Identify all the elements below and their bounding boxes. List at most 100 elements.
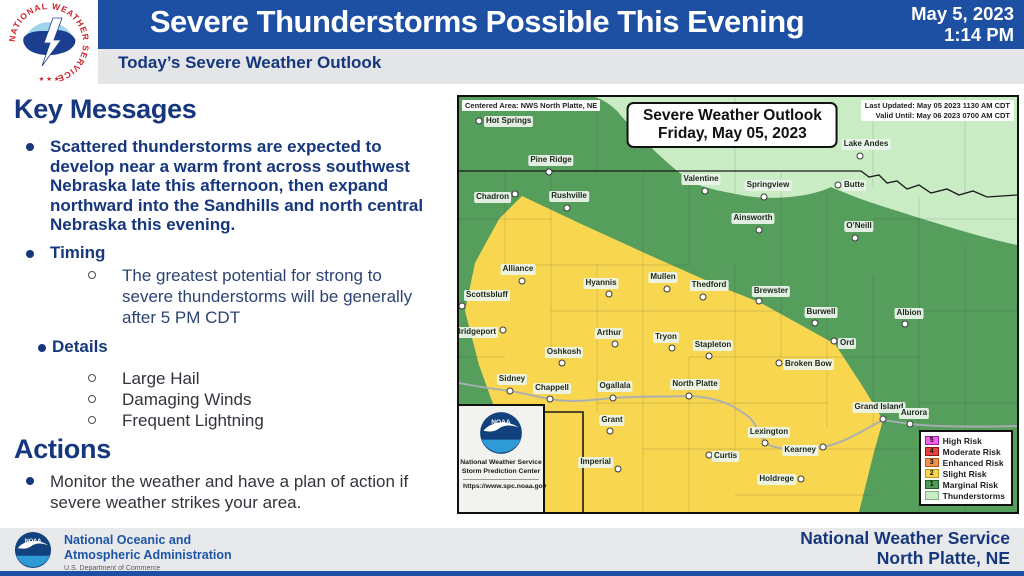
town-label: Ogallala <box>597 381 633 392</box>
town-dot <box>614 465 622 473</box>
town-dot <box>797 475 805 483</box>
legend-chip: 3 <box>924 458 939 467</box>
org-line2: Atmospheric Administration <box>64 547 232 562</box>
legend-number: 3 <box>929 459 934 466</box>
legend-number: 5 <box>929 437 934 444</box>
town-label: Ord <box>838 338 857 349</box>
legend-chip: 5 <box>924 436 939 445</box>
office-signature: National Weather Service North Platte, N… <box>800 528 1010 568</box>
town-dot <box>546 395 554 403</box>
town-dot <box>705 352 713 360</box>
legend-label: High Risk <box>942 435 982 446</box>
town-label: Lexington <box>747 427 791 438</box>
town-label: Valentine <box>681 174 721 185</box>
town-dot <box>830 337 838 345</box>
town-label: Kearney <box>782 445 818 456</box>
last-updated-text: Last Updated: May 05 2023 1130 AM CDT <box>864 101 1010 110</box>
legend-number: 4 <box>929 448 934 455</box>
map-title-line2: Friday, May 05, 2023 <box>658 125 807 142</box>
town-label: North Platte <box>670 379 720 390</box>
town-dot <box>499 326 507 334</box>
spc-url-link[interactable]: https://www.spc.noaa.gov <box>463 479 547 490</box>
town-label: Aurora <box>898 408 930 419</box>
town-label: Grand Island <box>852 402 906 413</box>
towns-layer: Hot Springs Pine Ridge Lake Andes Valentine… <box>459 97 1017 512</box>
town-dot <box>611 340 619 348</box>
legend-number: 1 <box>929 481 934 488</box>
town-label: Brewster <box>751 286 791 297</box>
spc-credit-box: NOAA National Weather Service Storm Pred… <box>459 404 547 512</box>
town-dot <box>755 226 763 234</box>
bullet-marker <box>26 477 34 485</box>
town-label: Broken Bow <box>783 359 834 370</box>
town-label: Bridgeport <box>459 327 498 338</box>
spc-org-line2: Storm Prediction Center <box>461 467 541 475</box>
timing-detail-text: The greatest potential for strong to sev… <box>122 266 413 327</box>
legend-row: 4 Moderate Risk <box>924 446 1005 457</box>
town-dot <box>851 234 859 242</box>
actions-text: Monitor the weather and have a plan of a… <box>50 472 409 512</box>
details-label: Details <box>52 337 108 356</box>
subtitle-bar: Today’s Severe Weather Outlook <box>0 49 1024 84</box>
town-label: O’Neill <box>844 221 874 232</box>
town-dot <box>879 415 887 423</box>
town-label: Chadron <box>474 192 511 203</box>
legend-row: 3 Enhanced Risk <box>924 457 1005 468</box>
town-dot <box>605 290 613 298</box>
town-label: Thedford <box>689 280 729 291</box>
subtitle-text: Today’s Severe Weather Outlook <box>118 53 382 72</box>
noaa-logo-icon: NOAA <box>14 531 52 569</box>
header-time: 1:14 PM <box>944 24 1014 45</box>
legend-chip <box>924 491 939 500</box>
detail-item: Large Hail <box>122 369 200 388</box>
spc-org-line1: National Weather Service <box>460 459 542 466</box>
header-date: May 5, 2023 <box>911 3 1014 24</box>
nws-logo: NATIONAL WEATHER SERVICE ★ ★ ★ <box>0 0 98 86</box>
town-label: Hyannis <box>583 278 619 289</box>
town-dot <box>819 443 827 451</box>
town-label: Curtis <box>712 451 740 462</box>
bullet-marker <box>26 250 34 258</box>
map-title-box: Severe Weather Outlook Friday, May 05, 2… <box>626 102 838 148</box>
legend-row: 5 High Risk <box>924 435 1005 446</box>
town-dot <box>761 439 769 447</box>
town-dot <box>668 344 676 352</box>
noaa-logo-text: NOAA <box>491 419 511 426</box>
centered-area-label: Centered Area: NWS North Platte, NE <box>462 100 601 111</box>
town-label: Butte <box>842 180 867 191</box>
legend-label: Marginal Risk <box>942 479 998 490</box>
detail-item: Damaging Winds <box>122 390 252 409</box>
bullet-marker <box>26 143 34 151</box>
town-dot <box>563 204 571 212</box>
legend-label: Moderate Risk <box>942 446 1001 457</box>
town-label: Burwell <box>804 307 838 318</box>
town-dot <box>755 297 763 305</box>
dept-line: U.S. Department of Commerce <box>64 565 161 572</box>
town-label: Lake Andes <box>841 139 891 150</box>
map-title-line1: Severe Weather Outlook <box>642 107 822 124</box>
noaa-logo-text: NOAA <box>25 538 42 544</box>
noaa-footer-logo: NOAA <box>14 531 52 574</box>
legend-number: 2 <box>929 470 934 477</box>
bullet-marker <box>38 344 46 352</box>
town-dot <box>901 320 909 328</box>
town-dot <box>511 190 519 198</box>
town-label: Pine Ridge <box>528 155 574 166</box>
interstate-80-road <box>459 382 1017 451</box>
legend-chip: 2 <box>924 469 939 478</box>
legend-row: 2 Slight Risk <box>924 468 1005 479</box>
town-label: Arthur <box>594 328 624 339</box>
legend-label: Enhanced Risk <box>942 457 1004 468</box>
noaa-org-text: National Oceanic and Atmospheric Adminis… <box>64 533 232 572</box>
timing-label: Timing <box>50 243 106 262</box>
legend-label: Thunderstorms <box>942 490 1005 501</box>
sub-bullet-marker <box>88 271 96 279</box>
valid-until-text: Valid Until: May 06 2023 0700 AM CDT <box>875 110 1010 120</box>
page-title: Severe Thunderstorms Possible This Eveni… <box>149 4 805 39</box>
key-message-text: Scattered thunderstorms are expected to … <box>50 137 424 234</box>
town-dot <box>685 392 693 400</box>
town-dot <box>856 152 864 160</box>
noaa-logo-icon: NOAA <box>480 412 522 454</box>
town-label: Springview <box>744 180 792 191</box>
